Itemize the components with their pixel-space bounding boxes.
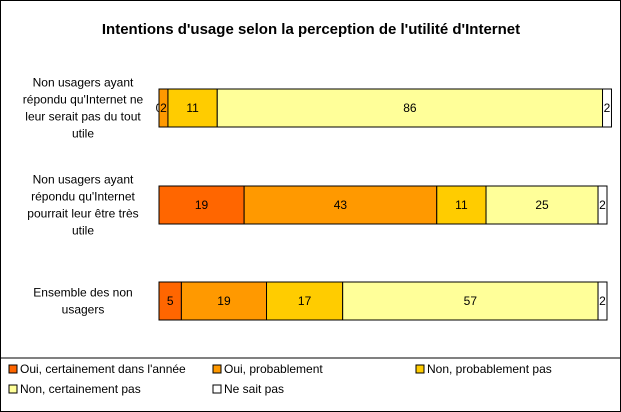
legend-label-0: Oui, certainement dans l'année (20, 362, 186, 376)
legend-label-4: Ne sait pas (224, 382, 284, 396)
data-label-2-4: 2 (599, 294, 606, 308)
bar-segment-1-0 (158, 185, 245, 225)
legend-label-2: Non, probablement pas (427, 362, 552, 376)
bar-segment-2-2 (266, 281, 344, 321)
category-label-1: Non usagers ayant répondu qu'Internet pour… (27, 173, 138, 238)
data-label-1-3: 25 (535, 198, 549, 212)
category-label-2: Ensemble des non usagers (33, 286, 132, 317)
legend-label-3: Non, certainement pas (20, 382, 141, 396)
legend-swatch-0 (8, 364, 18, 374)
bar-segment-1-2 (436, 185, 487, 225)
data-label-0-1: 2 (160, 101, 167, 115)
chart-title: Intentions d'usage selon la perception d… (102, 21, 520, 38)
legend-swatch-1 (212, 364, 222, 374)
bar-segment-0-3 (216, 88, 604, 128)
bar-segment-1-1 (243, 185, 438, 225)
data-label-2-0: 5 (167, 294, 174, 308)
legend: Oui, certainement dans l'année Oui, proba… (8, 362, 552, 396)
legend-swatch-4 (212, 384, 222, 394)
bar-segment-2-4 (597, 281, 608, 321)
legend-swatch-2 (415, 364, 425, 374)
legend-swatch-3 (8, 384, 18, 394)
data-label-1-2: 11 (455, 198, 468, 212)
category-label-0: Non usagers ayant répondu qu'Internet ne l… (23, 76, 144, 141)
bar-segment-1-4 (597, 185, 608, 225)
bar-segment-0-2 (167, 88, 218, 128)
data-label-1-1: 43 (334, 198, 348, 212)
data-label-0-3: 86 (403, 101, 417, 115)
data-label-2-3: 57 (464, 294, 478, 308)
data-label-0-4: 2 (604, 101, 611, 115)
data-label-2-1: 19 (217, 294, 231, 308)
data-label-1-4: 2 (599, 198, 606, 212)
legend-label-1: Oui, probablement (224, 362, 323, 376)
data-label-2-2: 17 (298, 294, 312, 308)
bar-segment-0-4 (602, 88, 612, 128)
bar-segment-1-3 (485, 185, 599, 225)
category-labels: Non usagers ayant répondu qu'Internet ne l… (23, 76, 144, 317)
data-label-1-0: 19 (195, 198, 209, 212)
bars-area: 021186219431125251917572 (156, 88, 612, 321)
data-label-0-2: 11 (186, 101, 199, 115)
